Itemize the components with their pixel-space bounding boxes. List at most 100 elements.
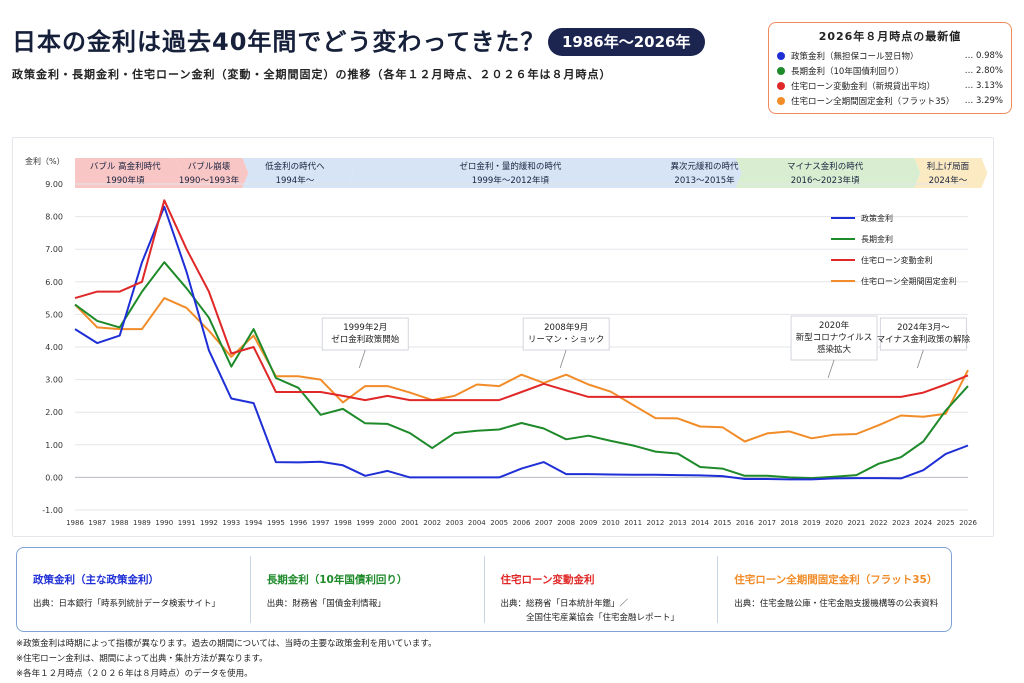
y-tick-label: 8.00 [45,213,63,222]
x-tick-label: 2004 [468,519,486,527]
source-title: 住宅ローン変動金利 [500,574,595,586]
footnote: ※各年１２月時点（２０２６年は８月時点）のデータを使用。 [16,669,253,679]
source-fixed-mortgage: 住宅ローン全期間固定金利（フラット35） 出典：住宅金融公庫・住宅金融支援機構等… [718,556,951,623]
period-badge: 1986年〜2026年 [548,28,705,56]
source-text: 出典：財務省「国債金利情報」 [266,599,386,609]
policy-rate-dot-icon [777,51,785,60]
x-tick-label: 1992 [200,519,218,527]
era-period: 1994年〜 [276,175,315,186]
x-tick-label: 2000 [379,519,397,527]
x-tick-label: 2006 [513,519,531,527]
x-tick-label: 2002 [423,519,441,527]
source-title: 政策金利（主な政策金利） [33,574,159,586]
x-tick-label: 2003 [446,519,464,527]
source-title: 住宅ローン全期間固定金利（フラット35） [734,574,938,586]
latest-values-title: 2026年８月時点の最新値 [818,30,962,43]
source-text: 出典：総務省「日本統計年鑑」／ [500,599,629,609]
latest-row: 住宅ローン全期間固定金利（フラット35） … 3.29% [777,93,1003,108]
era-label: 異次元緩和の時代 [671,161,740,172]
footnote: ※政策金利は時期によって指標が異なります。過去の期間については、当時の主要な政策… [16,639,437,649]
footnotes: ※政策金利は時期によって指標が異なります。過去の期間については、当時の主要な政策… [16,637,437,682]
x-tick-label: 1987 [88,519,106,527]
annotation-text: ゼロ金利政策開始 [331,334,400,345]
era-period: 2013〜2015年 [674,175,735,186]
era-label: バブル崩壊 [188,161,231,172]
era-label: 利上げ局面 [927,161,970,172]
y-tick-label: 2.00 [45,408,63,417]
latest-value: … 3.13% [964,80,1003,91]
x-tick-label: 1998 [334,519,352,527]
x-tick-label: 2013 [669,519,687,527]
x-tick-label: 1990 [155,519,173,527]
fixed-mortgage-dot-icon [777,96,785,105]
x-tick-label: 2014 [691,519,709,527]
x-tick-label: 2026 [959,519,977,527]
era-banner [75,158,182,188]
x-tick-label: 2022 [870,519,888,527]
x-tick-label: 1986 [66,519,84,527]
latest-values-panel: 2026年８月時点の最新値 政策金利（無担保コール翌日物） … 0.98% 長期… [768,22,1012,114]
annotation-text: 2008年9月 [544,322,588,333]
latest-row: 長期金利（10年国債利回り） … 2.80% [777,63,1003,78]
x-tick-label: 2009 [580,519,598,527]
annotation-box [321,317,409,351]
x-tick-label: 1995 [267,519,285,527]
x-tick-label: 1988 [111,519,129,527]
interest-rate-chart: バブル 高金利時代 1990年頃 バブル崩壊 1990〜1993年 低金利の時代へ 199… [25,156,988,527]
y-tick-label: 0.00 [45,473,63,482]
y-axis-label: 金利（%） [25,156,65,166]
latest-row: 政策金利（無担保コール翌日物） … 0.98% [777,48,1003,63]
annotation-leader [916,349,924,369]
era-period: 2024年〜 [929,175,968,186]
y-tick-label: 5.00 [45,310,63,319]
x-tick-label: 2011 [624,519,642,527]
source-text: 出典：日本銀行「時系列統計データ検索サイト」 [33,599,221,609]
era-label: バブル 高金利時代 [90,161,161,172]
x-tick-label: 2019 [803,519,821,527]
series-line [74,205,969,481]
footnote: ※住宅ローン金利は、期間によって出典・集計方法が異なります。 [16,654,268,664]
variable-mortgage-dot-icon [777,81,785,90]
x-tick-label: 2012 [647,519,665,527]
era-period: 1999年〜2012年頃 [472,175,550,186]
annotation-text: 新型コロナウイルス [796,332,873,343]
source-policy-rate: 政策金利（主な政策金利） 出典：日本銀行「時系列統計データ検索サイト」 [17,556,251,623]
sources-panel: 政策金利（主な政策金利） 出典：日本銀行「時系列統計データ検索サイト」 長期金利… [16,547,952,632]
era-banner [175,158,249,188]
source-text: 全国住宅産業協会「住宅金融レポート」 [500,613,680,623]
latest-label: 住宅ローン全期間固定金利（フラット35） [791,96,955,107]
x-tick-label: 2020 [825,519,843,527]
x-tick-label: 1994 [245,519,263,527]
y-tick-label: 7.00 [45,245,63,254]
annotation-text: 2020年 [819,320,850,331]
legend-label: 長期金利 [861,234,893,244]
source-title: 長期金利（10年国債利回り） [266,574,408,586]
era-period: 1990年頃 [106,175,145,186]
y-tick-label: 9.00 [45,180,63,189]
latest-label: 住宅ローン変動金利（新規貸出平均） [791,81,936,92]
x-tick-label: 2023 [892,519,910,527]
x-tick-label: 2008 [557,519,575,527]
x-tick-label: 2018 [780,519,798,527]
long-term-rate-dot-icon [777,66,785,75]
era-label: 低金利の時代へ [265,161,325,172]
annotation-box [522,317,610,351]
annotation-text: 1999年2月 [343,322,387,333]
legend-label: 住宅ローン全期間固定金利 [861,276,957,286]
legend-label: 住宅ローン変動金利 [861,255,933,265]
source-long-term-rate: 長期金利（10年国債利回り） 出典：財務省「国債金利情報」 [251,556,485,623]
latest-value: … 0.98% [964,50,1003,61]
y-tick-label: 6.00 [45,278,63,287]
x-tick-label: 1989 [133,519,151,527]
chart-card: バブル 高金利時代 1990年頃 バブル崩壊 1990〜1993年 低金利の時代へ 199… [12,137,994,537]
x-tick-label: 2015 [714,519,732,527]
era-banner [347,158,680,188]
annotation-text: マイナス金利政策の解除 [877,334,971,345]
era-label: マイナス金利の時代 [787,161,864,172]
latest-value: … 3.29% [964,95,1003,106]
x-tick-label: 2016 [736,519,754,527]
x-tick-label: 2001 [401,519,419,527]
x-tick-label: 2025 [937,519,955,527]
latest-label: 政策金利（無担保コール翌日物） [791,51,919,62]
latest-value: … 2.80% [964,65,1003,76]
